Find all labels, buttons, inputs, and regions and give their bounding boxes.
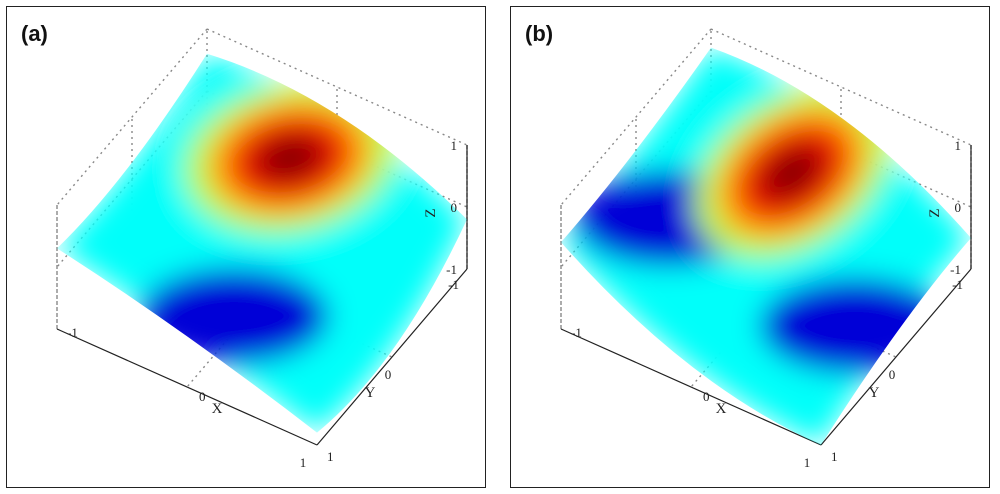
x-tick-mid: 0 [199,389,206,404]
trough-region [138,268,329,364]
x-axis-label: X [716,401,727,417]
y-tick-min: -1 [448,277,459,292]
panel-label: (a) [21,21,48,46]
trough-region [760,277,950,374]
surface-plot-b: 1 0 -1 -1 0 1 1 0 -1 Z Y X (b) [525,21,972,470]
y-tick-mid: 0 [385,367,392,382]
x-tick-min: -1 [67,325,78,340]
x-tick-max: 1 [327,449,334,464]
surface-plot-a: 1 0 -1 -1 0 1 1 0 -1 Z Y X (a) [21,21,468,470]
z-tick-top: 1 [955,138,962,153]
y-axis-label: Y [869,385,880,401]
x-tick-max: 1 [831,449,838,464]
axis-ticks: 1 0 -1 -1 0 1 1 0 -1 Z Y X [67,138,459,470]
panel-a: 1 0 -1 -1 0 1 1 0 -1 Z Y X (a) [6,6,486,488]
z-tick-top: 1 [451,138,458,153]
y-axis-label: Y [365,385,376,401]
x-axis-label: X [212,401,223,417]
x-tick-mid: 0 [703,389,710,404]
z-tick-mid: 0 [451,200,458,215]
surface [57,53,467,433]
axis-ticks: 1 0 -1 -1 0 1 1 0 -1 Z Y X [571,138,963,470]
y-tick-mid: 0 [889,367,896,382]
surface [561,47,971,445]
y-tick-max: 1 [804,455,811,470]
peak-contour [261,139,319,178]
panel-label: (b) [525,21,553,46]
z-tick-bottom: -1 [446,262,457,277]
panel-b: 1 0 -1 -1 0 1 1 0 -1 Z Y X (b) [510,6,990,488]
peak-contour [766,150,818,196]
z-tick-mid: 0 [955,200,962,215]
y-tick-min: -1 [952,277,963,292]
z-axis-label: Z [927,208,943,217]
x-tick-min: -1 [571,325,582,340]
y-tick-max: 1 [300,455,307,470]
z-axis-label: Z [423,208,439,217]
z-tick-bottom: -1 [950,262,961,277]
